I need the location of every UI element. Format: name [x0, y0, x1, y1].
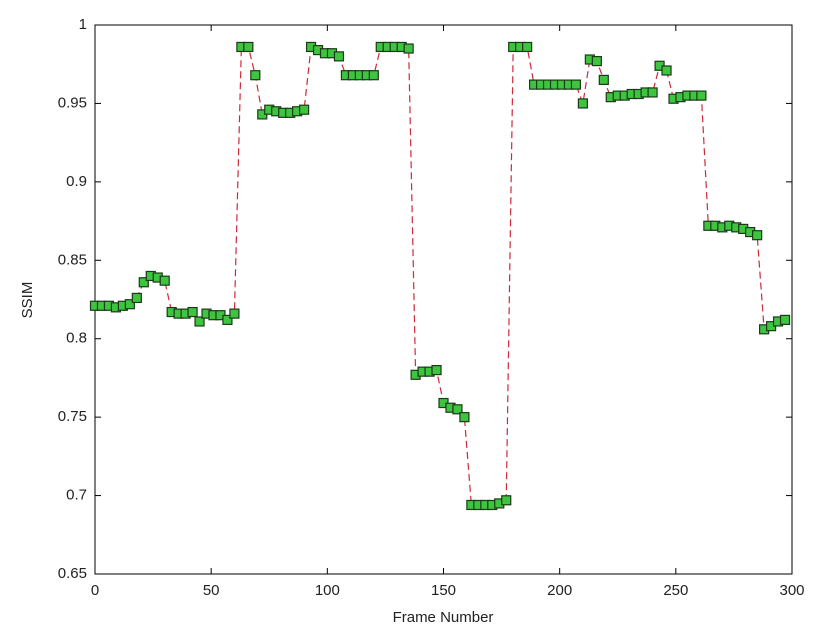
data-marker: [250, 70, 261, 81]
x-tick-label: 0: [91, 582, 99, 599]
x-tick-label: 300: [779, 582, 804, 599]
data-marker: [131, 292, 142, 304]
data-marker: [368, 70, 379, 81]
y-tick-label: 0.65: [58, 565, 87, 582]
x-axis-label: Frame Number: [393, 609, 494, 626]
y-tick-label: 1: [79, 16, 87, 33]
data-marker: [577, 98, 589, 109]
data-marker: [459, 412, 470, 423]
y-tick-label: 0.9: [66, 173, 87, 190]
data-marker: [570, 79, 582, 90]
data-marker: [598, 74, 609, 86]
x-tick-label: 100: [315, 582, 340, 599]
data-marker: [138, 277, 149, 288]
y-tick-label: 0.75: [58, 408, 87, 425]
data-marker: [187, 306, 198, 318]
y-tick-label: 0.8: [66, 330, 87, 347]
data-marker: [229, 308, 240, 319]
x-tick-label: 200: [547, 582, 572, 599]
y-axis-label: SSIM: [19, 282, 36, 319]
data-marker: [194, 316, 205, 327]
y-tick-label: 0.95: [58, 94, 87, 111]
data-marker: [403, 43, 414, 54]
data-marker: [452, 404, 463, 415]
data-marker: [299, 104, 310, 115]
data-marker: [124, 299, 135, 310]
data-marker: [752, 230, 763, 241]
data-marker: [591, 55, 602, 67]
x-tick-label: 50: [203, 582, 220, 599]
data-marker: [501, 495, 512, 506]
y-tick-label: 0.7: [66, 487, 87, 504]
data-marker: [696, 90, 707, 101]
data-marker: [333, 51, 345, 62]
data-marker: [779, 314, 791, 325]
data-marker: [222, 314, 233, 325]
y-tick-label: 0.85: [58, 251, 87, 268]
data-marker: [159, 275, 170, 286]
data-marker: [647, 87, 658, 98]
x-tick-label: 250: [663, 582, 688, 599]
plot-area: [94, 24, 793, 575]
x-tick-label: 150: [431, 582, 456, 599]
data-marker: [661, 65, 672, 76]
data-marker: [522, 41, 533, 53]
data-marker: [431, 364, 442, 376]
data-marker: [243, 41, 254, 53]
